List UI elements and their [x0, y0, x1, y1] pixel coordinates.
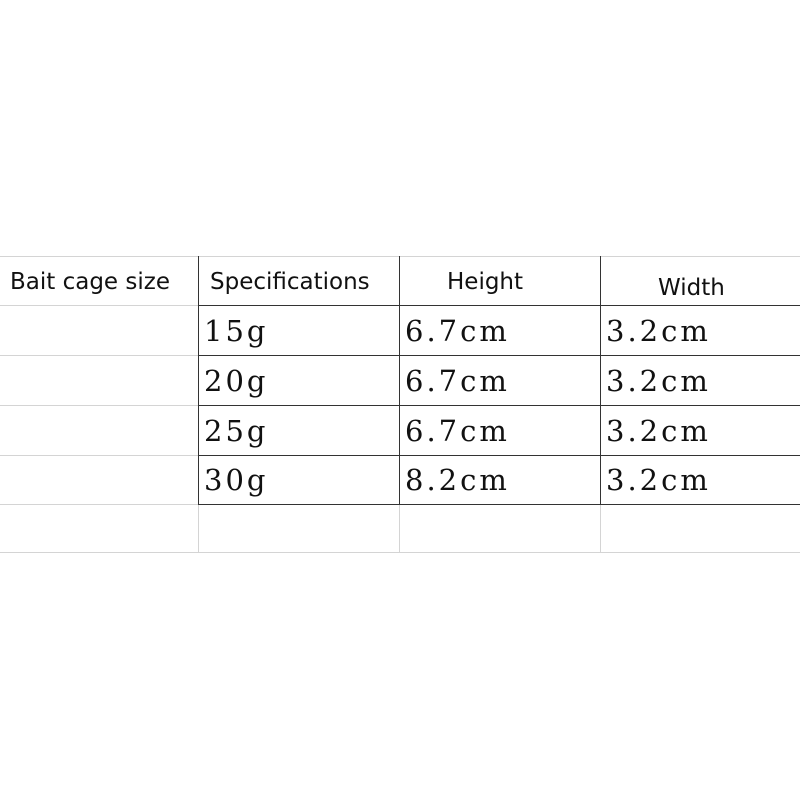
cell-width: 3.2cm — [606, 364, 711, 398]
cell-height: 6.7cm — [405, 364, 510, 398]
header-specifications: Specifications — [210, 269, 370, 295]
border-line — [198, 355, 800, 356]
cell-spec: 30g — [204, 463, 269, 497]
border-line — [600, 256, 601, 505]
grid-line — [0, 256, 800, 257]
border-line — [198, 256, 199, 505]
cell-spec: 25g — [204, 414, 269, 448]
border-line — [198, 504, 800, 505]
cell-width: 3.2cm — [606, 414, 711, 448]
cell-width: 3.2cm — [606, 314, 711, 348]
cell-height: 6.7cm — [405, 314, 510, 348]
cell-height: 8.2cm — [405, 463, 510, 497]
cell-height: 6.7cm — [405, 414, 510, 448]
border-line — [198, 405, 800, 406]
cell-spec: 20g — [204, 364, 269, 398]
grid-line — [399, 505, 400, 552]
header-height: Height — [447, 269, 524, 295]
border-line — [198, 305, 800, 306]
border-line — [198, 455, 800, 456]
header-width: Width — [658, 275, 725, 301]
header-bait-cage-size: Bait cage size — [10, 269, 170, 295]
border-line — [399, 256, 400, 505]
cell-spec: 15g — [204, 314, 269, 348]
grid-line — [0, 552, 800, 553]
grid-line — [600, 505, 601, 552]
cell-width: 3.2cm — [606, 463, 711, 497]
grid-line — [198, 505, 199, 552]
